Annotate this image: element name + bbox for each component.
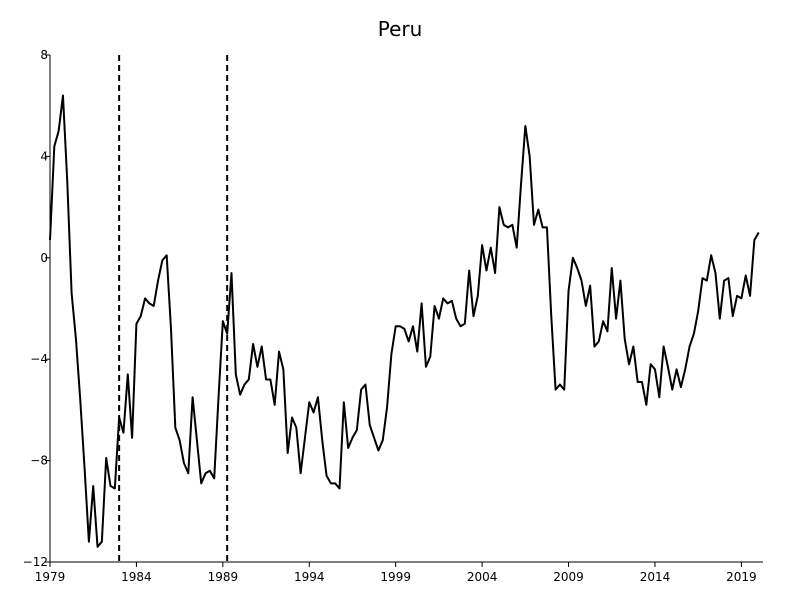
y-tick-label: −4 xyxy=(30,352,48,366)
x-tick-label: 1999 xyxy=(380,570,411,584)
x-tick-label: 2014 xyxy=(640,570,671,584)
x-tick-label: 2009 xyxy=(553,570,584,584)
x-tick-label: 2019 xyxy=(726,570,757,584)
y-ticks: −12 −8 −4 0 4 8 xyxy=(23,48,50,569)
x-tick-label: 2004 xyxy=(467,570,498,584)
series-group xyxy=(49,94,760,548)
y-tick-label: −8 xyxy=(30,454,48,468)
y-tick-label: 8 xyxy=(40,48,48,62)
axes xyxy=(49,55,763,563)
x-tick-label: 1979 xyxy=(35,570,66,584)
x-tick-label: 1989 xyxy=(208,570,239,584)
y-tick-label: −12 xyxy=(23,555,48,569)
x-ticks: 1979 1984 1989 1994 1999 2004 2009 2014 2019 xyxy=(35,562,757,584)
x-tick-label: 1994 xyxy=(294,570,325,584)
y-tick-label: 0 xyxy=(40,251,48,265)
x-tick-label: 1984 xyxy=(121,570,152,584)
chart-title: Peru xyxy=(378,17,423,41)
vertical-reference-lines xyxy=(118,55,229,562)
series-line xyxy=(49,94,760,548)
y-tick-label: 4 xyxy=(40,149,48,163)
